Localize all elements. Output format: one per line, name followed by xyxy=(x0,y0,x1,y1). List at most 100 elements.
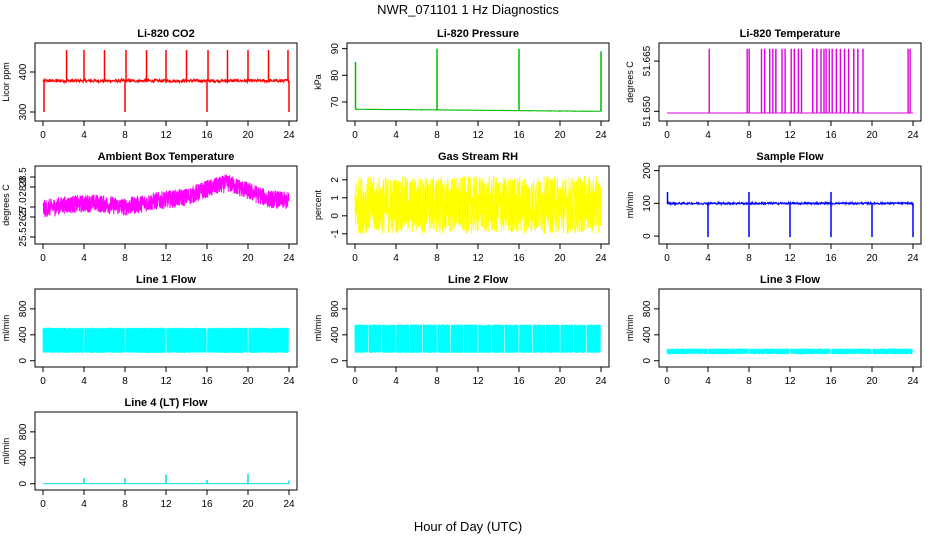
x-tick-label: 0 xyxy=(40,376,46,387)
y-tick-label: 200 xyxy=(642,162,653,179)
y-axis-label: degrees C xyxy=(625,61,635,103)
x-tick-label: 24 xyxy=(283,376,295,387)
y-tick-label: 51.665 xyxy=(642,45,653,76)
y-tick-label: 70 xyxy=(330,96,341,108)
x-tick-label: 24 xyxy=(283,130,295,141)
y-tick-label: 0 xyxy=(642,233,653,239)
panel-co2: Li-820 CO2 Licor ppm 0 4 8 12 16 20 24 300 400 xyxy=(1,28,298,141)
x-tick-label: 0 xyxy=(352,376,358,387)
series-line xyxy=(42,174,290,218)
x-tick-label: 20 xyxy=(554,376,566,387)
panel-line3: Line 3 Flow ml/min 0 4 8 12 16 20 24 0 400 800 xyxy=(625,274,922,387)
x-tick-label: 8 xyxy=(122,130,128,141)
x-tick-label: 24 xyxy=(595,253,607,264)
x-tick-label: 12 xyxy=(472,376,484,387)
x-tick-label: 12 xyxy=(160,499,172,510)
y-tick-label: 0 xyxy=(330,213,341,219)
x-tick-label: 4 xyxy=(705,376,711,387)
x-tick-label: 24 xyxy=(283,499,295,510)
panel-title: Li-820 Pressure xyxy=(437,28,519,40)
x-tick-label: 8 xyxy=(434,130,440,141)
x-tick-label: 12 xyxy=(160,376,172,387)
y-axis-label: degrees C xyxy=(1,184,11,226)
plot-frame xyxy=(658,42,922,122)
x-tick-label: 20 xyxy=(242,253,254,264)
y-tick-label: 800 xyxy=(18,300,29,317)
x-tick-label: 12 xyxy=(472,253,484,264)
x-tick-label: 16 xyxy=(513,253,525,264)
x-tick-label: 12 xyxy=(784,130,796,141)
y-tick-label: 400 xyxy=(642,326,653,343)
y-tick-label: 800 xyxy=(18,423,29,440)
y-tick-label: 800 xyxy=(330,300,341,317)
x-tick-label: 24 xyxy=(907,376,919,387)
x-tick-label: 4 xyxy=(393,376,399,387)
x-tick-label: 4 xyxy=(81,130,87,141)
y-tick-label: 400 xyxy=(18,326,29,343)
y-tick-label: 27.0 xyxy=(18,197,29,217)
y-axis-label: Licor ppm xyxy=(1,62,11,102)
y-axis-label: kPa xyxy=(313,74,323,90)
x-tick-label: 16 xyxy=(201,253,213,264)
panel-title: Ambient Box Temperature xyxy=(98,151,235,163)
x-tick-label: 20 xyxy=(242,376,254,387)
y-tick-label: 28.0 xyxy=(18,177,29,197)
y-axis-label: ml/min xyxy=(1,315,11,342)
x-tick-label: 20 xyxy=(866,253,878,264)
x-tick-label: 0 xyxy=(664,130,670,141)
x-tick-label: 16 xyxy=(825,376,837,387)
x-tick-label: 24 xyxy=(283,253,295,264)
series-line xyxy=(666,348,913,355)
y-tick-label: 0 xyxy=(18,358,29,364)
panel-pressure: Li-820 Pressure kPa 0 4 8 12 16 20 24 70 80 90 xyxy=(313,28,610,141)
x-tick-label: 24 xyxy=(907,130,919,141)
y-axis-label: ml/min xyxy=(625,192,635,219)
x-tick-label: 16 xyxy=(513,376,525,387)
x-tick-label: 16 xyxy=(825,130,837,141)
y-tick-label: 0 xyxy=(330,358,341,364)
x-tick-label: 0 xyxy=(40,499,46,510)
x-tick-label: 8 xyxy=(434,253,440,264)
figure-x-axis-label: Hour of Day (UTC) xyxy=(414,519,522,534)
x-tick-label: 16 xyxy=(201,130,213,141)
y-tick-label: 0 xyxy=(18,481,29,487)
x-tick-label: 20 xyxy=(554,130,566,141)
series-line xyxy=(354,324,601,354)
x-tick-label: 16 xyxy=(825,253,837,264)
x-tick-label: 20 xyxy=(554,253,566,264)
x-tick-label: 20 xyxy=(242,499,254,510)
y-tick-label: 51.650 xyxy=(642,96,653,127)
x-tick-label: 16 xyxy=(201,499,213,510)
y-axis-label: ml/min xyxy=(625,315,635,342)
series-line xyxy=(42,327,289,354)
x-tick-label: 4 xyxy=(705,130,711,141)
x-tick-label: 12 xyxy=(160,130,172,141)
y-tick-label: 90 xyxy=(330,43,341,55)
x-tick-label: 8 xyxy=(122,376,128,387)
x-tick-label: 4 xyxy=(81,499,87,510)
panel-title: Line 1 Flow xyxy=(136,274,196,286)
y-tick-label: 2 xyxy=(330,177,341,183)
y-tick-label: 25.5 xyxy=(18,227,29,247)
y-tick-label: 400 xyxy=(18,63,29,80)
y-tick-label: 28.5 xyxy=(18,167,29,187)
plot-frame xyxy=(658,288,922,368)
x-tick-label: 0 xyxy=(664,253,670,264)
x-tick-label: 20 xyxy=(866,376,878,387)
y-tick-label: 80 xyxy=(330,69,341,81)
panel-title: Li-820 CO2 xyxy=(137,28,194,40)
x-tick-label: 24 xyxy=(595,130,607,141)
y-tick-label: 1 xyxy=(330,195,341,201)
x-tick-label: 20 xyxy=(242,130,254,141)
x-tick-label: 8 xyxy=(746,253,752,264)
panel-sample: Sample Flow ml/min 0 4 8 12 16 20 24 0 100 200 xyxy=(625,151,922,264)
x-tick-label: 24 xyxy=(907,253,919,264)
y-tick-label: 400 xyxy=(330,326,341,343)
x-tick-label: 4 xyxy=(705,253,711,264)
y-axis-label: percent xyxy=(313,189,323,220)
series-line xyxy=(355,108,602,113)
x-tick-label: 4 xyxy=(393,130,399,141)
x-tick-label: 8 xyxy=(746,376,752,387)
